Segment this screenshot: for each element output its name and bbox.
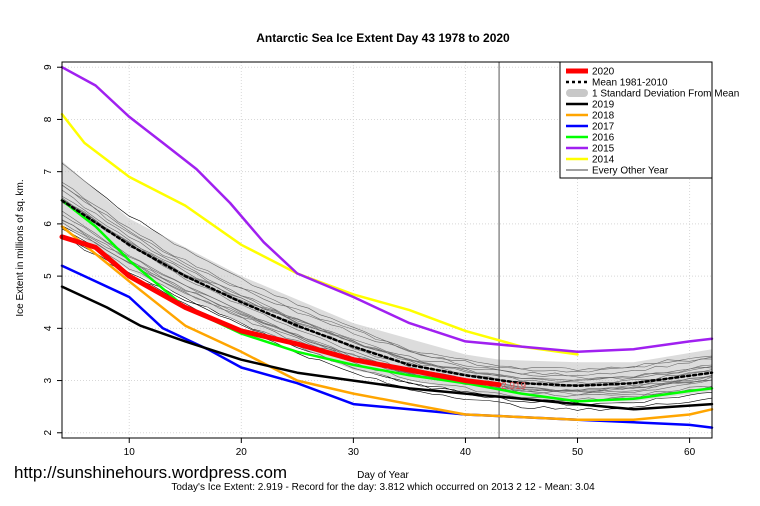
legend-label: Every Other Year: [592, 166, 669, 177]
axes: 10 20 30 40 50 60 2 3 4 5 6 7 8 9: [43, 61, 713, 458]
y-axis-label: Ice Extent in millions of sq. km.: [15, 179, 26, 316]
x-tick-label: 20: [236, 447, 248, 458]
legend-label: Mean 1981-2010: [592, 78, 668, 89]
legend-label: 2014: [592, 155, 615, 166]
legend-label: 2015: [592, 144, 615, 155]
legend-label: 2017: [592, 122, 615, 133]
watermark-url: http://sunshinehours.wordpress.com: [14, 463, 287, 482]
x-tick-label: 40: [460, 447, 472, 458]
x-tick-label: 60: [684, 447, 696, 458]
plot-frame: [61, 61, 713, 439]
x-tick-label: 30: [348, 447, 360, 458]
series-line-2015: [60, 65, 714, 354]
legend-label: 1 Standard Deviation From Mean: [592, 89, 739, 100]
legend-swatch-band: [566, 89, 588, 97]
series-line-2016: [60, 199, 714, 403]
series-line-2018: [60, 225, 714, 421]
series-lines: [59, 65, 714, 429]
footer-stats: Today's Ice Extent: 2.919 - Record for t…: [171, 482, 595, 493]
x-axis-label: Day of Year: [357, 470, 409, 481]
x-tick-label: 50: [572, 447, 584, 458]
std-dev-band-area: [62, 161, 712, 402]
y-tick-label: 7: [43, 168, 54, 174]
series-line-2020: [59, 234, 502, 388]
legend-label: 2016: [592, 133, 615, 144]
y-tick-label: 4: [43, 325, 54, 331]
series-line-mean-1981-2010: [60, 199, 714, 388]
y-tick-label: 6: [43, 221, 54, 227]
series-line-2017: [60, 264, 714, 429]
y-tick-label: 8: [43, 116, 54, 122]
y-tick-label: 9: [43, 64, 54, 70]
legend-label: 2019: [592, 100, 615, 111]
y-tick-label: 3: [43, 377, 54, 383]
std-dev-band: [62, 62, 712, 438]
y-tick-label: 2: [43, 430, 54, 436]
x-tick-label: 10: [124, 447, 136, 458]
series-line-2019: [60, 285, 714, 411]
legend-label: 2020: [592, 67, 615, 78]
legend-label: 2018: [592, 111, 615, 122]
y-tick-label: 5: [43, 273, 54, 279]
current-day-value-label: 2.919: [501, 381, 526, 392]
chart-title: Antarctic Sea Ice Extent Day 43 1978 to …: [256, 31, 510, 45]
